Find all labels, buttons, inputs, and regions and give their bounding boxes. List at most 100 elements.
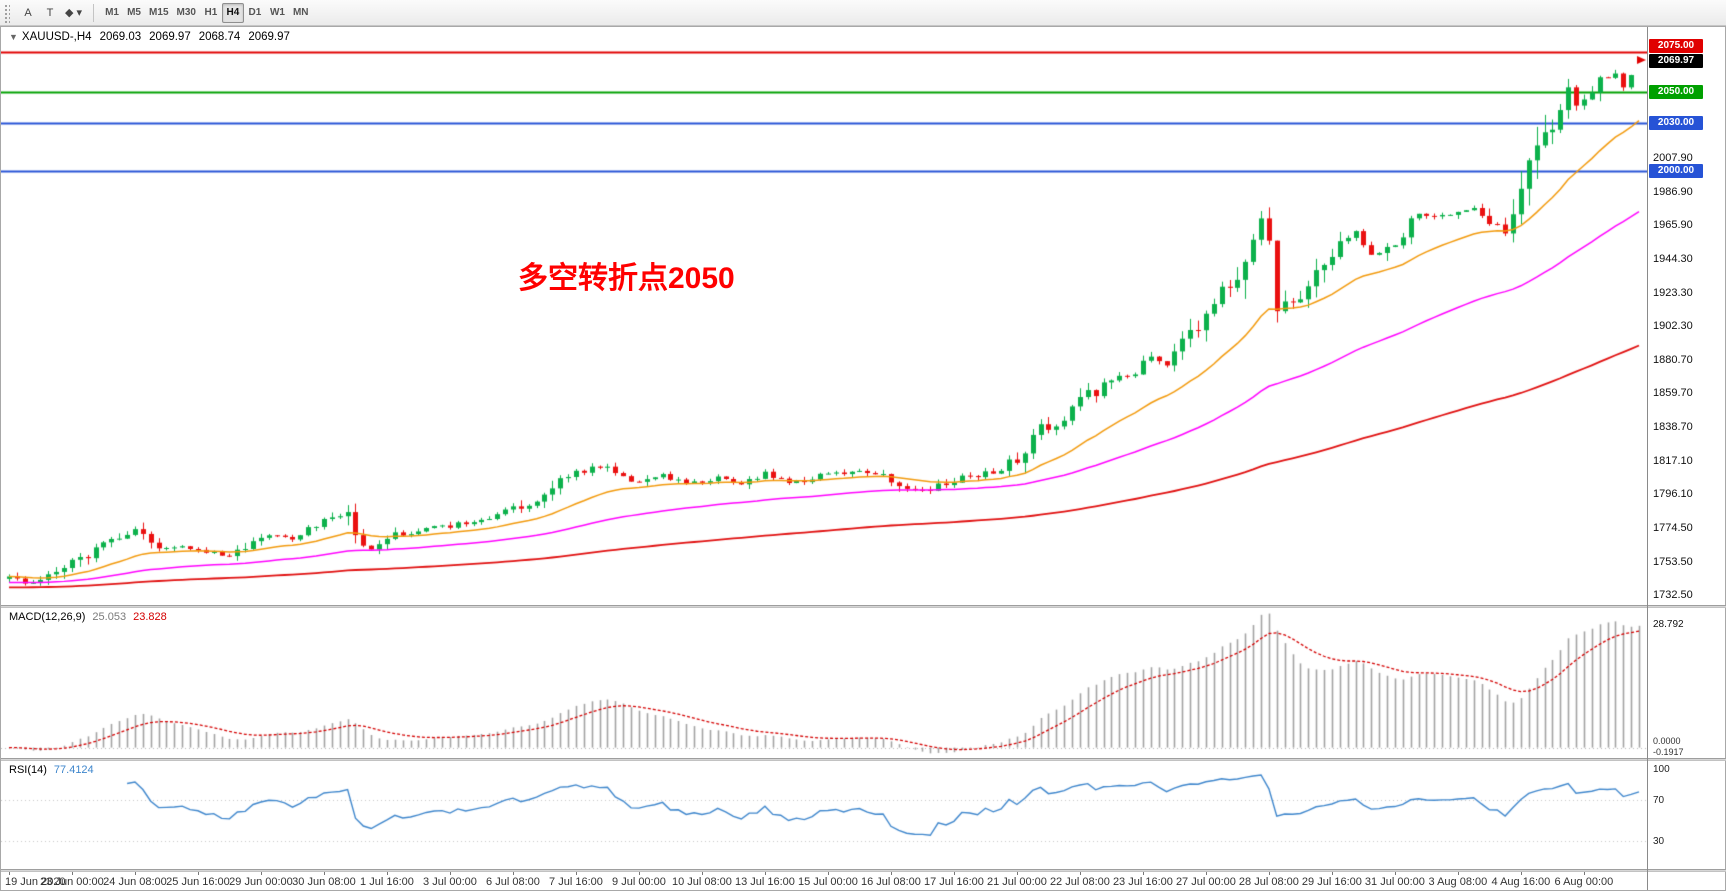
- axis-separator: [1647, 27, 1648, 890]
- time-axis-tick: [1206, 872, 1207, 875]
- panel-separator[interactable]: [1, 758, 1726, 761]
- price-line-tag: 2000.00: [1649, 163, 1703, 178]
- timeframe-button-m30[interactable]: M30: [176, 7, 196, 18]
- ohlc-high: 2069.97: [149, 31, 191, 43]
- toolbar-tools: A T ◆ ▾: [17, 3, 86, 23]
- price-tick-label: 1923.30: [1653, 286, 1693, 299]
- time-axis-tick: [387, 872, 388, 875]
- ohlc-low: 2068.74: [198, 31, 241, 43]
- macd-axis-zero-label: 0.0000: [1653, 735, 1681, 746]
- time-axis-tick: [1332, 872, 1333, 875]
- price-tick-label: 1859.70: [1653, 387, 1693, 400]
- price-tick-label: 1774.50: [1653, 522, 1693, 535]
- time-axis-tick: [261, 872, 262, 875]
- current-price-tag: 2069.97: [1649, 54, 1703, 69]
- time-axis-label: 7 Jul 16:00: [549, 876, 603, 888]
- time-axis-label: 3 Aug 08:00: [1428, 876, 1488, 888]
- time-axis-label: 13 Jul 16:00: [734, 876, 795, 888]
- time-axis-tick: [324, 872, 325, 875]
- toolbar-grip[interactable]: [3, 2, 10, 23]
- rsi-label: RSI(14): [9, 764, 47, 776]
- price-tick-label: 1796.10: [1653, 488, 1693, 501]
- macd-axis-min-label: -0.1917: [1653, 746, 1684, 757]
- price-tick-label: 2007.90: [1653, 152, 1693, 165]
- time-axis-tick: [1143, 872, 1144, 875]
- collapse-chart-icon[interactable]: ▼: [9, 32, 18, 42]
- time-axis-label: 30 Jun 08:00: [292, 876, 356, 888]
- macd-value-signal: 23.828: [133, 611, 167, 623]
- time-axis[interactable]: 19 Jun 2020 23 Jun 00:00 24 Jun 08:00 25 Ju…: [1, 872, 1647, 892]
- time-axis-label: 21 Jul 00:00: [986, 876, 1047, 888]
- chart-annotation-text[interactable]: 多空转折点2050: [518, 262, 735, 295]
- timeframe-button-m1[interactable]: M1: [105, 7, 119, 18]
- rsi-canvas[interactable]: [1, 761, 1647, 869]
- macd-label: MACD(12,26,9): [9, 611, 86, 623]
- time-axis-label: 4 Aug 16:00: [1491, 876, 1551, 888]
- rsi-title: RSI(14) 77.4124: [9, 764, 94, 776]
- time-axis-label: 27 Jul 00:00: [1175, 876, 1236, 888]
- text-label-tool-button[interactable]: A: [24, 6, 32, 19]
- timeframe-button-mn[interactable]: MN: [292, 7, 309, 18]
- time-axis-tick: [1584, 872, 1585, 875]
- panel-separator[interactable]: [1, 869, 1726, 872]
- price-tick-label: 1944.30: [1653, 253, 1693, 266]
- symbol-ohlc-header: ▼ XAUUSD-,H4 2069.03 2069.97 2068.74 2069.97: [9, 31, 290, 43]
- time-axis-tick: [576, 872, 577, 875]
- time-axis-label: 17 Jul 16:00: [923, 876, 984, 888]
- timeframe-button-m15[interactable]: M15: [149, 7, 169, 18]
- price-axis[interactable]: 2007.90 1986.90 1965.90 1944.30 1923.30 1902.…: [1648, 27, 1726, 892]
- time-axis-label: 16 Jul 08:00: [860, 876, 921, 888]
- price-tick-label: 1817.10: [1653, 454, 1693, 467]
- price-tick-label: 1732.50: [1653, 589, 1693, 601]
- time-axis-label: 22 Jul 08:00: [1049, 876, 1110, 888]
- macd-canvas[interactable]: [1, 608, 1647, 758]
- shapes-tool-button[interactable]: ◆ ▾: [65, 7, 83, 19]
- price-chart-canvas[interactable]: [1, 27, 1647, 605]
- time-axis-tick: [954, 872, 955, 875]
- rsi-value: 77.4124: [53, 764, 94, 776]
- price-tick-label: 1986.90: [1653, 185, 1693, 198]
- panel-separator[interactable]: [1, 605, 1726, 608]
- price-tick-label: 1902.30: [1653, 319, 1693, 332]
- time-axis-tick: [72, 872, 73, 875]
- time-axis-tick: [1269, 872, 1270, 875]
- macd-value-main: 25.053: [92, 611, 127, 623]
- time-axis-label: 28 Jul 08:00: [1238, 876, 1299, 888]
- rsi-axis-label: 30: [1653, 835, 1665, 847]
- time-axis-tick: [702, 872, 703, 875]
- timeframe-button-h1[interactable]: H1: [204, 7, 218, 18]
- time-axis-label: 10 Jul 08:00: [671, 876, 732, 888]
- time-axis-tick: [135, 872, 136, 875]
- timeframe-button-d1[interactable]: D1: [248, 7, 262, 18]
- time-axis-label: 19 Jun 2020: [5, 876, 66, 888]
- time-axis-label: 6 Jul 08:00: [486, 876, 540, 888]
- price-line-tag: 2030.00: [1649, 116, 1703, 131]
- timeframe-button-m5[interactable]: M5: [127, 7, 141, 18]
- time-axis-label: 23 Jun 00:00: [40, 876, 104, 888]
- time-axis-tick: [828, 872, 829, 875]
- time-axis-tick: [9, 872, 10, 875]
- toolbar-divider: [93, 3, 95, 22]
- time-axis-tick: [1521, 872, 1522, 875]
- timeframe-button-w1[interactable]: W1: [269, 7, 285, 18]
- time-axis-tick: [1458, 872, 1459, 875]
- time-axis-tick: [450, 872, 451, 875]
- price-line-tag: 2050.00: [1649, 84, 1703, 99]
- price-tick-label: 1753.50: [1653, 555, 1693, 568]
- time-axis-label: 29 Jun 00:00: [229, 876, 293, 888]
- rsi-axis-label: 70: [1653, 794, 1665, 806]
- timeframe-button-h4[interactable]: H4: [221, 2, 244, 23]
- time-axis-label: 23 Jul 16:00: [1112, 876, 1173, 888]
- time-axis-label: 9 Jul 00:00: [612, 876, 666, 888]
- time-axis-label: 31 Jul 00:00: [1364, 876, 1425, 888]
- macd-title: MACD(12,26,9) 25.053 23.828: [9, 611, 167, 623]
- time-axis-label: 24 Jun 08:00: [103, 876, 167, 888]
- symbol-label: XAUUSD-,H4: [21, 31, 92, 43]
- time-axis-tick: [198, 872, 199, 875]
- timeframe-bar: M1 M5 M15 M30 H1 H4 D1 W1 MN: [101, 2, 312, 23]
- text-tool-button[interactable]: T: [46, 6, 54, 19]
- time-axis-tick: [891, 872, 892, 875]
- time-axis-label: 15 Jul 00:00: [797, 876, 858, 888]
- toolbar: A T ◆ ▾ M1 M5 M15 M30 H1 H4 D1 W1 MN: [0, 0, 1726, 26]
- time-axis-tick: [639, 872, 640, 875]
